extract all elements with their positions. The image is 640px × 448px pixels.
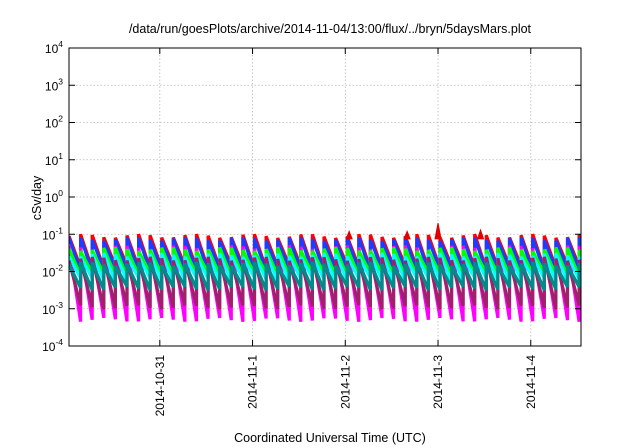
x-axis-label: Coordinated Universal Time (UTC)	[234, 431, 426, 445]
spike-mark	[476, 228, 485, 240]
x-tick-label: 2014-11-3	[431, 355, 445, 409]
y-tick-label: 10-1	[42, 225, 63, 242]
spike-mark	[403, 229, 411, 240]
y-axis-label: cSv/day	[30, 175, 44, 220]
series-layer	[69, 222, 581, 323]
series-line	[69, 261, 581, 291]
y-tick-label: 10-3	[42, 300, 63, 317]
y-tick-label: 103	[45, 76, 63, 93]
ticks: 10-4 10-3 10-2 10-1 100 101 102 103 104 2014-10-3…	[42, 39, 581, 416]
x-tick-label: 2014-10-31	[153, 355, 167, 417]
x-tick-label: 2014-11-4	[524, 355, 538, 409]
y-tick-label: 102	[45, 114, 63, 131]
y-tick-label: 10-4	[42, 337, 63, 354]
y-tick-label: 100	[45, 188, 63, 205]
x-tick-label: 2014-11-2	[338, 355, 352, 409]
x-tick-label: 2014-11-1	[246, 355, 260, 409]
chart-title: /data/run/goesPlots/archive/2014-11-04/1…	[129, 22, 532, 36]
y-tick-label: 101	[45, 151, 63, 168]
y-tick-label: 104	[45, 39, 63, 56]
spike-mark	[434, 222, 442, 240]
spike-mark	[345, 229, 353, 240]
y-tick-label: 10-2	[42, 263, 63, 280]
